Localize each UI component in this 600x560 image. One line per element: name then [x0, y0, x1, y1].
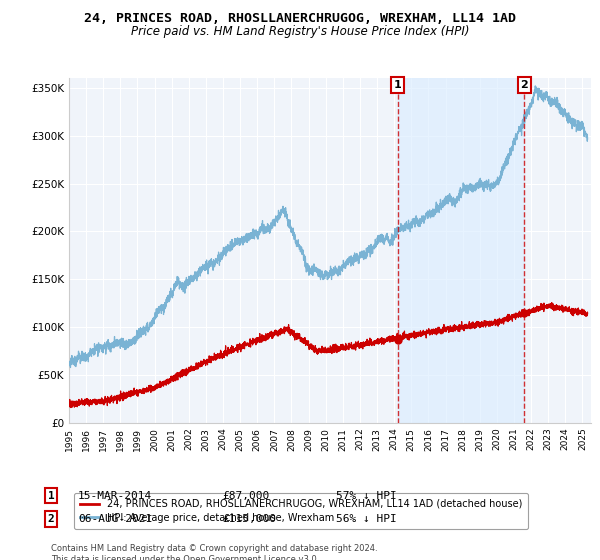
Text: 1: 1 — [47, 491, 55, 501]
Text: 24, PRINCES ROAD, RHOSLLANERCHRUGOG, WREXHAM, LL14 1AD: 24, PRINCES ROAD, RHOSLLANERCHRUGOG, WRE… — [84, 12, 516, 25]
Text: 56% ↓ HPI: 56% ↓ HPI — [336, 514, 397, 524]
Text: 15-MAR-2014: 15-MAR-2014 — [78, 491, 152, 501]
Text: 06-AUG-2021: 06-AUG-2021 — [78, 514, 152, 524]
Text: £87,000: £87,000 — [222, 491, 269, 501]
Text: Price paid vs. HM Land Registry's House Price Index (HPI): Price paid vs. HM Land Registry's House … — [131, 25, 469, 38]
Text: 1: 1 — [394, 80, 401, 90]
Text: 57% ↓ HPI: 57% ↓ HPI — [336, 491, 397, 501]
Bar — [398, 78, 524, 423]
Legend: 24, PRINCES ROAD, RHOSLLANERCHRUGOG, WREXHAM, LL14 1AD (detached house), HPI: Av: 24, PRINCES ROAD, RHOSLLANERCHRUGOG, WRE… — [74, 493, 528, 529]
Text: £115,000: £115,000 — [222, 514, 276, 524]
Text: Contains HM Land Registry data © Crown copyright and database right 2024.
This d: Contains HM Land Registry data © Crown c… — [51, 544, 377, 560]
Text: 2: 2 — [47, 514, 55, 524]
Text: 2: 2 — [520, 80, 528, 90]
